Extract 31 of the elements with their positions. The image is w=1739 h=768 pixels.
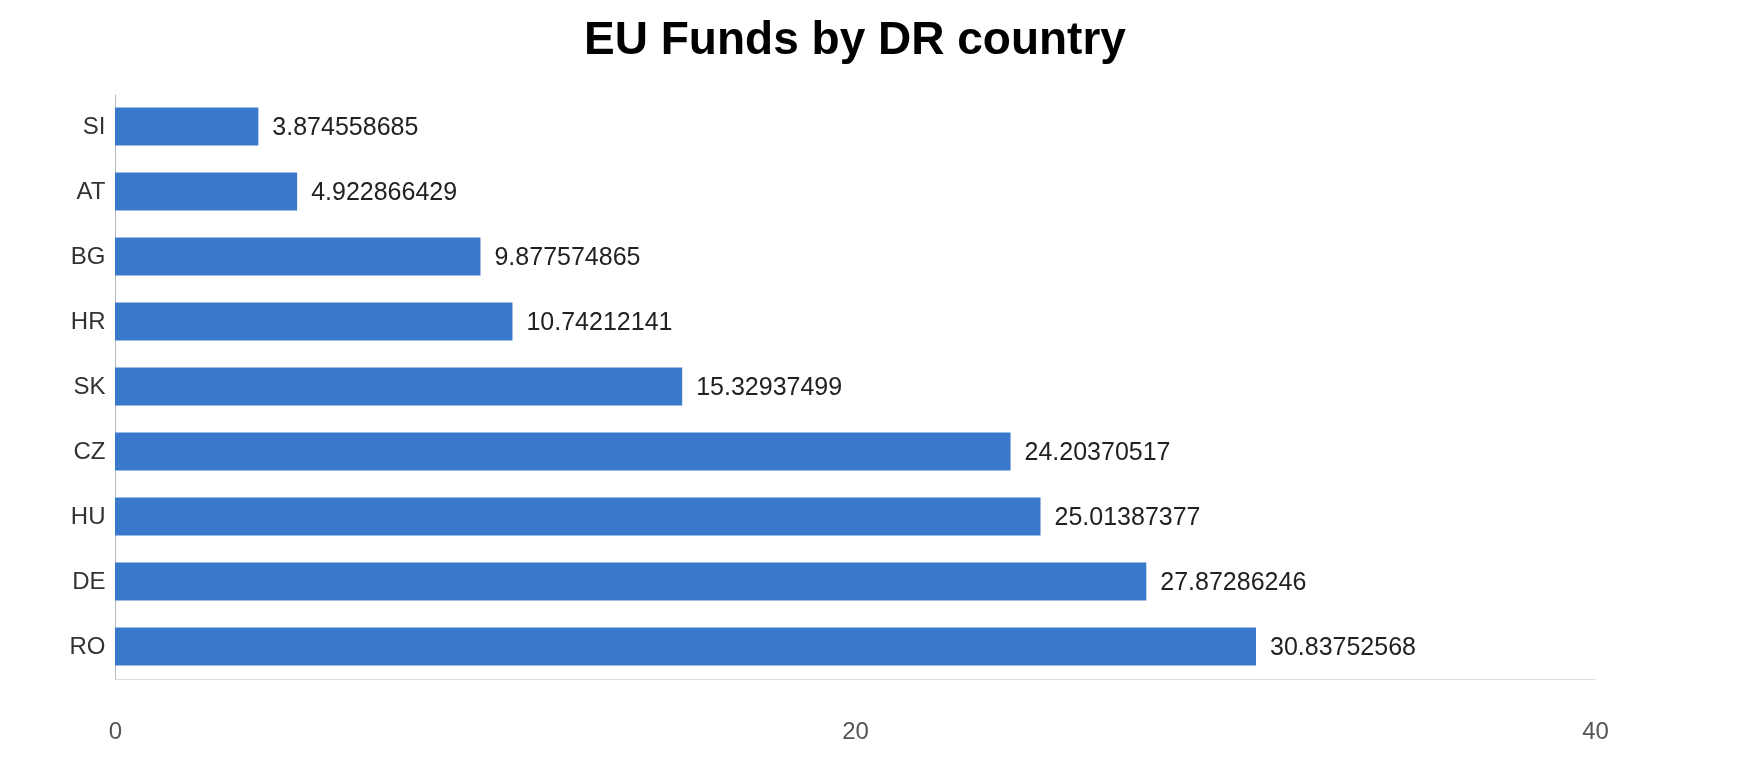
- data-label: 4.922866429: [311, 176, 458, 205]
- y-tick-label: BG: [70, 241, 106, 269]
- bar: [115, 172, 298, 211]
- y-tick-label: DE: [72, 566, 106, 594]
- y-tick-label: SI: [82, 111, 106, 139]
- data-label: 10.74212141: [526, 306, 673, 335]
- data-label: 25.01387377: [1054, 501, 1201, 530]
- bar: [115, 497, 1041, 536]
- y-tick-label: AT: [76, 176, 106, 204]
- bar: [115, 367, 683, 406]
- y-tick-label: SK: [73, 371, 106, 399]
- y-tick-label: HR: [70, 306, 106, 334]
- x-tick-label: 40: [1582, 716, 1609, 744]
- bar: [115, 432, 1011, 471]
- chart-title: EU Funds by DR country: [584, 12, 1127, 64]
- data-label: 30.83752568: [1269, 631, 1416, 660]
- y-tick-label: HU: [70, 501, 106, 529]
- bar: [115, 562, 1147, 601]
- bar: [115, 107, 259, 146]
- bar: [115, 302, 513, 341]
- bar: [115, 627, 1256, 666]
- y-tick-label: RO: [69, 631, 106, 659]
- x-tick-label: 20: [842, 716, 869, 744]
- data-label: 9.877574865: [494, 241, 641, 270]
- data-label: 3.874558685: [272, 111, 419, 140]
- y-tick-label: CZ: [73, 436, 106, 464]
- x-tick-label: 0: [108, 716, 123, 744]
- data-label: 24.20370517: [1024, 436, 1171, 465]
- data-label: 15.32937499: [696, 371, 843, 400]
- data-label: 27.87286246: [1160, 566, 1307, 595]
- bar: [115, 237, 481, 276]
